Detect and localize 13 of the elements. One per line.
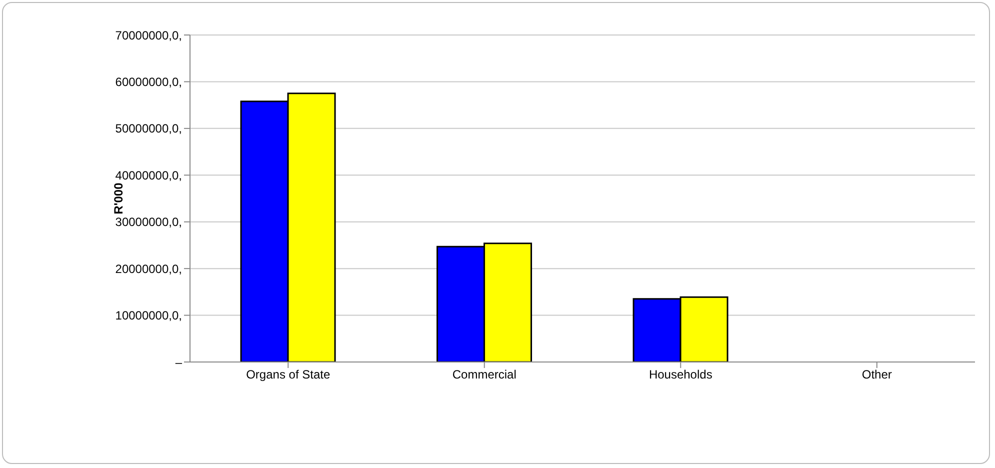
x-tick-label: Households bbox=[648, 368, 712, 382]
y-tick-label: 60000000,0, bbox=[115, 74, 182, 89]
y-tick-label: 30000000,0, bbox=[115, 215, 182, 230]
x-tick-label: Commercial bbox=[452, 368, 516, 382]
y-tick-label: 50000000,0, bbox=[115, 122, 182, 136]
y-tick-label: 70000000,0, bbox=[115, 28, 182, 42]
x-tick-label: Other bbox=[862, 368, 892, 382]
y-tick-label: 40000000,0, bbox=[115, 168, 182, 182]
y-tick-label: – bbox=[175, 355, 182, 370]
y-axis-title: R'000 bbox=[111, 182, 126, 214]
y-tick-label: 20000000,0, bbox=[115, 262, 182, 276]
y-tick-label: 10000000,0, bbox=[115, 308, 182, 323]
x-tick-label: Organs of State bbox=[246, 368, 330, 382]
